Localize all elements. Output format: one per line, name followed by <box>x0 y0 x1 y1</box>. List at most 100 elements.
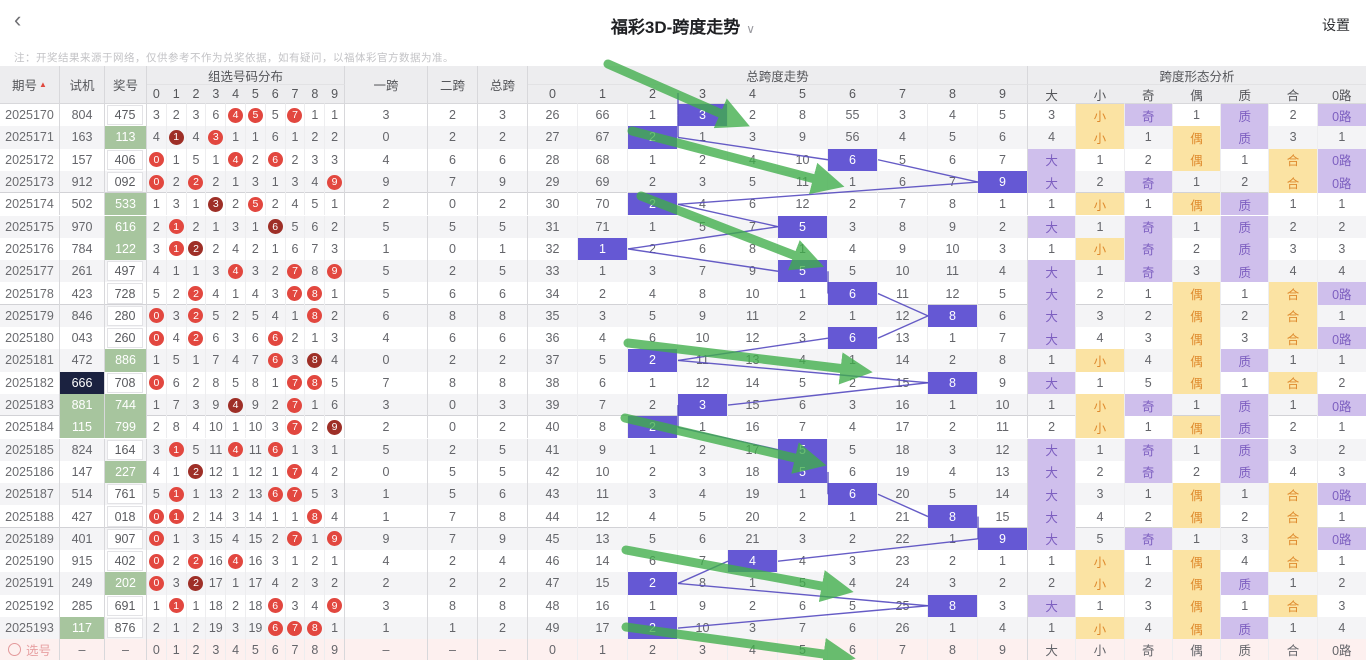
pick-trend-digit[interactable]: 7 <box>878 639 928 660</box>
dist-cell: 1 <box>266 460 286 484</box>
table-row <box>0 505 1366 528</box>
pick-form-label[interactable]: 合 <box>1269 639 1318 660</box>
back-icon[interactable]: ‹ <box>14 7 22 32</box>
trend-cell: 10 <box>978 393 1028 417</box>
form-cell: 4 <box>1076 327 1125 350</box>
dist-cell: 2 <box>246 148 266 171</box>
dist-cell: 1 <box>167 260 187 283</box>
form-hit-cell: 大 <box>1028 371 1076 394</box>
prize-number: 691 <box>107 595 143 616</box>
trend-cell: 9 <box>728 260 778 283</box>
dist-cell: 4 <box>266 304 286 327</box>
trend-cell: 4 <box>828 572 878 595</box>
trend-cell: 1 <box>678 126 728 149</box>
dist-cell: 1 <box>286 126 306 149</box>
trend-cell: 68 <box>578 148 628 171</box>
dist-cell: 19 <box>206 616 227 640</box>
prize-number: 092 <box>107 171 143 193</box>
pick-digit[interactable]: 7 <box>286 639 306 660</box>
pick-digit[interactable]: 2 <box>187 639 207 660</box>
pick-form-label[interactable]: 偶 <box>1173 639 1222 660</box>
page-title-dropdown[interactable]: 福彩3D-跨度走势 ∨ <box>0 13 1366 38</box>
form-cell: 2 <box>1338 375 1346 390</box>
trend-cell: 15 <box>728 393 778 417</box>
hit-digit-repeat-badge: 9 <box>327 419 343 435</box>
pick-digit[interactable]: 4 <box>226 639 246 660</box>
dist-cell: 15 <box>246 527 266 550</box>
dist-cell: 1 <box>167 505 187 528</box>
period-cell: 2025174 <box>0 193 60 216</box>
trend-cell: 70 <box>578 193 628 216</box>
radio-icon[interactable] <box>7 643 21 657</box>
trend-cell: 4 <box>678 193 728 216</box>
pick-digit[interactable]: 3 <box>206 639 227 660</box>
pick-digit[interactable]: 1 <box>167 639 187 660</box>
pick-trend-digit[interactable]: 3 <box>678 639 728 660</box>
trend-hit-cell: 2 <box>628 616 677 640</box>
span-total-cell: 2 <box>478 126 528 149</box>
form-hit-cell: 偶 <box>1172 126 1221 149</box>
trend-cell: 1 <box>628 215 678 238</box>
settings-button[interactable]: 设置 <box>1322 17 1350 33</box>
form-cell: 0路 <box>1317 170 1366 194</box>
dist-cell: 3 <box>226 505 246 528</box>
pick-trend-digit[interactable]: 2 <box>628 639 678 660</box>
trend-cell: 6 <box>678 237 728 261</box>
pick-digit[interactable]: 8 <box>305 639 326 660</box>
trend-cell: 11 <box>678 349 728 372</box>
trend-hit-cell: 9 <box>978 527 1027 550</box>
pick-digit[interactable]: 9 <box>325 639 345 660</box>
span-total-cell: 8 <box>478 304 528 327</box>
span-total-cell: 3 <box>478 393 528 417</box>
dist-cell: 9 <box>246 393 266 417</box>
span-total-cell: 8 <box>478 594 528 617</box>
span1-cell: 4 <box>345 327 428 350</box>
dist-cell: 2 <box>286 327 306 350</box>
pick-form-label[interactable]: 小 <box>1076 639 1125 660</box>
pick-form-label[interactable]: 奇 <box>1125 639 1173 660</box>
form-hit-cell: 大 <box>1028 483 1076 506</box>
sort-ascending-icon: ▲ <box>39 80 47 89</box>
hit-digit-badge: 9 <box>327 598 343 614</box>
trend-cell: 4 <box>828 416 878 439</box>
pick-row-label: 选号 <box>25 644 51 659</box>
dist-cell: 3 <box>167 572 187 595</box>
hit-digit-badge: 0 <box>148 330 164 346</box>
trend-cell: 3 <box>728 616 778 640</box>
pick-row-toggle[interactable]: 选号 <box>0 639 60 660</box>
pick-trend-digit[interactable]: 1 <box>578 639 628 660</box>
pick-form-label[interactable]: 大 <box>1028 639 1077 660</box>
trend-cell: 8 <box>678 282 728 305</box>
pick-digit[interactable]: 6 <box>266 639 286 660</box>
form-cell: 0路 <box>1317 393 1366 417</box>
pick-digit[interactable]: 5 <box>246 639 266 660</box>
column-header-period[interactable]: 期号 ▲ <box>0 66 60 104</box>
prize-number-cell: 907 <box>105 527 147 550</box>
pick-trend-digit[interactable]: 5 <box>778 639 828 660</box>
form-cell: 1 <box>1173 170 1222 194</box>
pick-trend-digit[interactable]: 8 <box>928 639 978 660</box>
trend-cell: 7 <box>678 260 728 283</box>
pick-trend-digit[interactable]: 0 <box>528 639 578 660</box>
form-cell: 合 <box>1269 483 1318 506</box>
form-hit-cell: 偶 <box>1172 327 1221 350</box>
trend-cell: 3 <box>628 483 678 506</box>
pick-digit[interactable]: 0 <box>147 639 167 660</box>
hit-digit-badge: 7 <box>287 107 303 123</box>
trend-cell: 8 <box>878 215 928 238</box>
pick-form-label[interactable]: 0路 <box>1332 644 1352 659</box>
dist-cell: 1 <box>187 349 207 372</box>
trend-cell: 5 <box>778 215 828 238</box>
trend-cell: 4 <box>978 616 1028 640</box>
column-header-test: 试机 <box>60 66 105 104</box>
trend-cell: 2 <box>728 104 778 127</box>
pick-form-label[interactable]: 质 <box>1221 639 1270 660</box>
span1-cell: 5 <box>345 260 428 283</box>
pick-trend-digit[interactable]: 6 <box>828 639 878 660</box>
dist-cell: 1 <box>167 148 187 171</box>
pick-trend-digit[interactable]: 4 <box>728 639 778 660</box>
span-total-cell: 9 <box>478 170 528 194</box>
trend-cell: 1 <box>828 505 878 528</box>
pick-trend-digit[interactable]: 9 <box>978 639 1028 660</box>
span1-cell: 2 <box>345 416 428 439</box>
